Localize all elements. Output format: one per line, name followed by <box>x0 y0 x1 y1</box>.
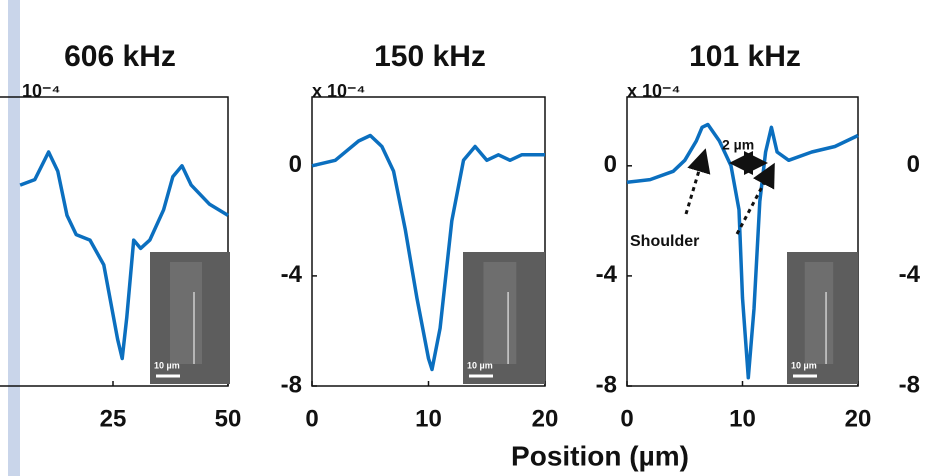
inset-image: 10 µm <box>463 252 545 384</box>
panel-title: 150 kHz <box>374 40 486 73</box>
y-tick-label: 0 <box>907 151 920 178</box>
y-tick-label: 0 <box>604 151 617 178</box>
data-line <box>19 150 229 361</box>
annotation-arrows <box>684 148 775 235</box>
x-tick-label: 20 <box>845 405 872 432</box>
inset-texture <box>804 262 834 364</box>
shoulder-arrow <box>735 162 775 235</box>
inset-image: 10 µm <box>787 252 858 384</box>
x-axis-label: Position (µm) <box>511 440 689 471</box>
y-exponent-label: x 10⁻⁴ <box>627 81 680 101</box>
y-tick-label: -8 <box>596 371 617 398</box>
annotation: Shoulder <box>630 233 699 250</box>
y-exponent-label: x 10⁻⁴ <box>312 81 365 101</box>
inset-image: 10 µm <box>150 252 230 384</box>
x-tick-label: 0 <box>620 405 633 432</box>
shoulder-arrow <box>684 148 711 215</box>
inset-scale-label: 10 µm <box>791 360 817 370</box>
y-tick-label: -8 <box>281 371 302 398</box>
inset-scale-label: 10 µm <box>467 360 493 370</box>
side-strip <box>8 0 20 476</box>
y-tick-label: 0 <box>289 151 302 178</box>
x-tick-label: 10 <box>415 405 442 432</box>
data-line <box>311 133 545 372</box>
inset-texture <box>483 262 517 364</box>
x-tick-label: 50 <box>215 405 242 432</box>
inset-scale-label: 10 µm <box>154 360 180 370</box>
x-tick-label: 20 <box>532 405 559 432</box>
x-tick-label: 0 <box>305 405 318 432</box>
panel-title: 606 kHz <box>64 40 176 73</box>
x-tick-label: 25 <box>100 405 127 432</box>
y-tick-label: -8 <box>899 371 920 398</box>
panel-title: 101 kHz <box>689 40 801 73</box>
y-tick-label: -4 <box>596 261 618 288</box>
annotation: 2 µm <box>722 137 754 153</box>
y-tick-label: -4 <box>281 261 303 288</box>
y-exponent-label: 10⁻⁴ <box>22 81 60 101</box>
y-tick-label: -4 <box>899 261 921 288</box>
inset-texture <box>170 262 202 364</box>
x-tick-label: 10 <box>729 405 756 432</box>
